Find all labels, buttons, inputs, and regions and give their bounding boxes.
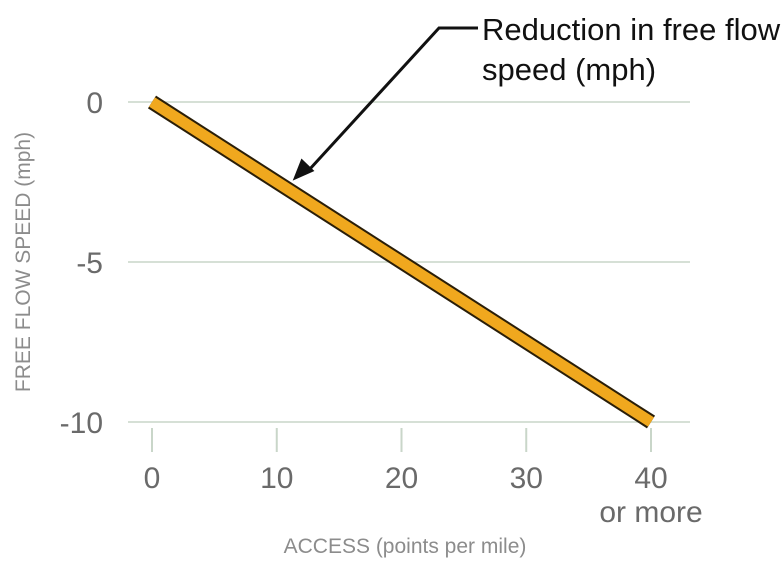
- annotation-arrow-head-icon: [293, 158, 315, 180]
- y-axis-title: FREE FLOW SPEED (mph): [12, 132, 35, 392]
- annotation-line-1: Reduction in free flow: [482, 12, 781, 47]
- y-tick-label: 0: [86, 87, 103, 120]
- x-tick-label: 20: [385, 462, 418, 495]
- annotation: Reduction in free flow speed (mph): [293, 12, 781, 181]
- x-axis-title: ACCESS (points per mile): [284, 535, 527, 558]
- x-tick-label: 0: [144, 462, 161, 495]
- y-tick-label: -10: [60, 407, 103, 440]
- x-tick-label-or-more: or more: [599, 496, 702, 529]
- y-axis-tick-labels: 0 -5 -10: [60, 87, 103, 440]
- x-axis-tick-labels: 0 10 20 30 40: [144, 462, 668, 495]
- x-tick-label: 40: [634, 462, 667, 495]
- x-tick-label: 10: [260, 462, 293, 495]
- x-tick-label: 30: [510, 462, 543, 495]
- annotation-leader-line: [309, 28, 478, 170]
- annotation-line-2: speed (mph): [482, 52, 656, 87]
- y-tick-label: -5: [76, 247, 103, 280]
- x-axis-ticks: [152, 428, 651, 452]
